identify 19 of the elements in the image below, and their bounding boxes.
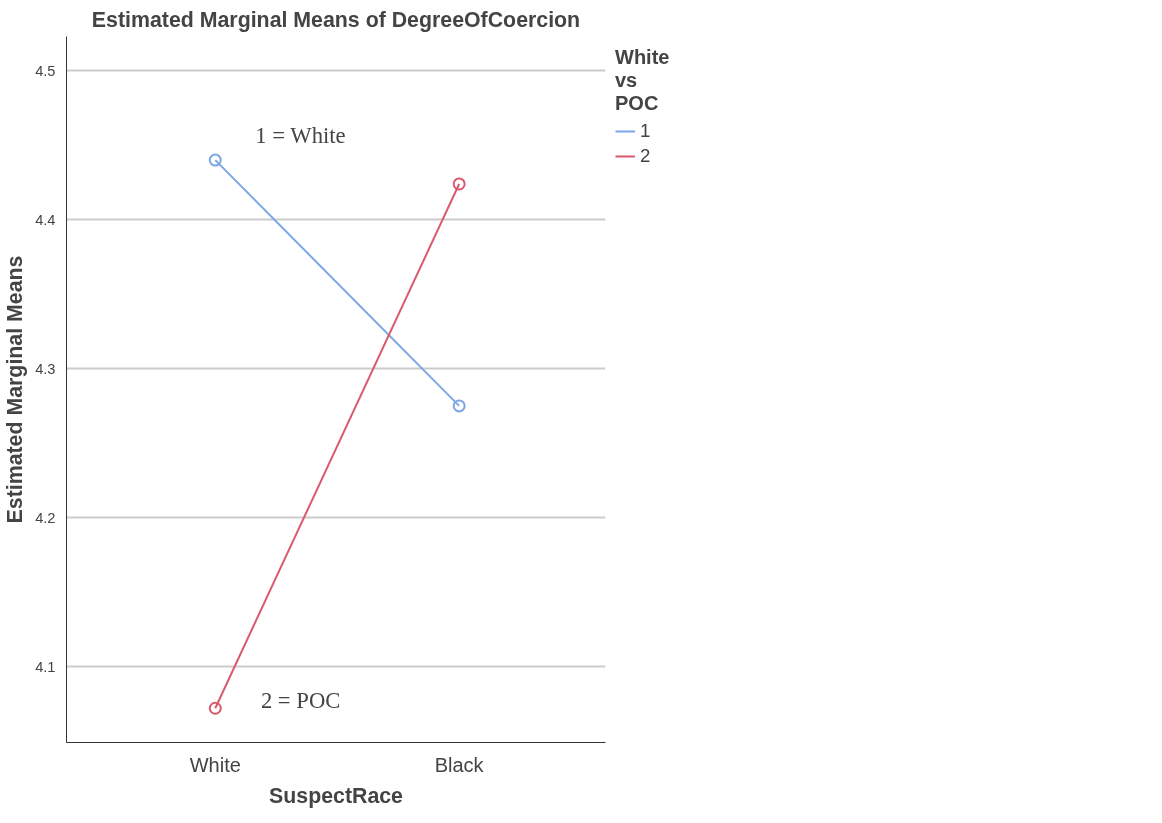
x-tick-label: White	[189, 753, 241, 776]
x-axis-title: SuspectRace	[269, 783, 404, 808]
x-tick-label: Black	[434, 753, 485, 776]
annotation: 1 = White	[255, 122, 346, 148]
point	[208, 701, 222, 715]
legend-label: 2	[640, 145, 652, 167]
point	[452, 177, 466, 191]
y-tick-label: 4.2	[35, 509, 56, 526]
point	[452, 399, 466, 413]
y-tick-label: 4.4	[35, 211, 56, 228]
annotation: 2 = POC	[260, 687, 341, 713]
legend-title: White vs POC	[615, 46, 670, 115]
y-axis-title: Estimated Marginal Means	[3, 255, 28, 524]
y-tick-label: 4.3	[35, 360, 56, 377]
point	[208, 153, 222, 167]
legend-label: 1	[640, 120, 652, 142]
chart-title: Estimated Marginal Means of DegreeOfCoercion	[91, 7, 581, 32]
y-tick-label: 4.1	[35, 658, 56, 675]
y-tick-label: 4.5	[35, 62, 56, 79]
